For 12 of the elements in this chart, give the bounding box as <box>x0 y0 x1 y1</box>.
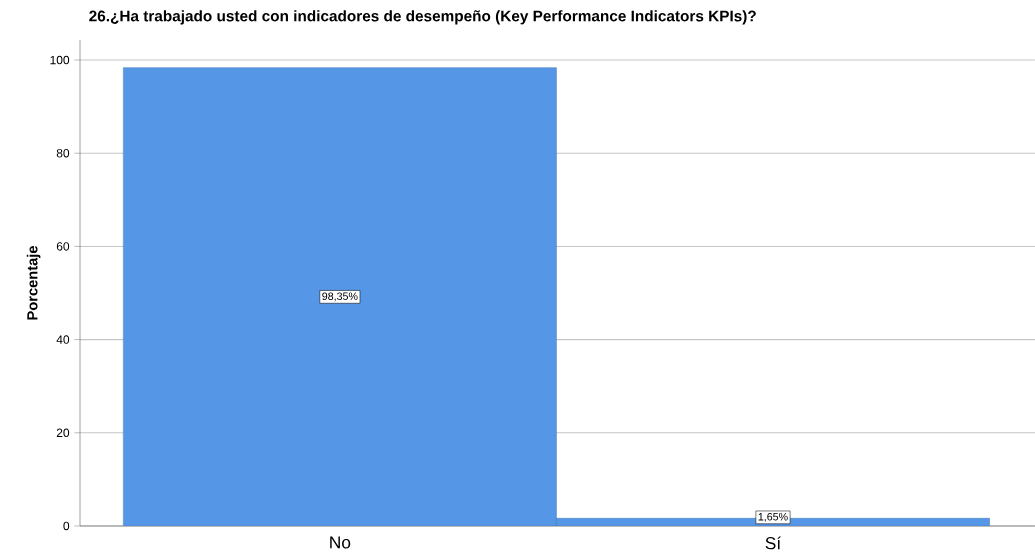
y-tick-label: 80 <box>56 148 70 158</box>
y-tick-label: 100 <box>50 55 70 65</box>
x-tick-label: Sí <box>765 536 782 550</box>
y-tick-label: 60 <box>56 242 70 251</box>
y-tick-label: 0 <box>63 521 70 531</box>
y-tick-label: 40 <box>56 335 70 344</box>
data-label: 98,35% <box>322 292 358 302</box>
y-axis-title: Porcentaje <box>26 246 41 320</box>
x-tick-label: No <box>330 536 351 549</box>
chart-title: 26.¿Ha trabajado usted con indicadores de desempeño (Key Performance Indicators KPIs)? <box>89 10 756 25</box>
y-tick-label: 20 <box>56 428 70 438</box>
data-label: 1,65% <box>758 512 788 522</box>
